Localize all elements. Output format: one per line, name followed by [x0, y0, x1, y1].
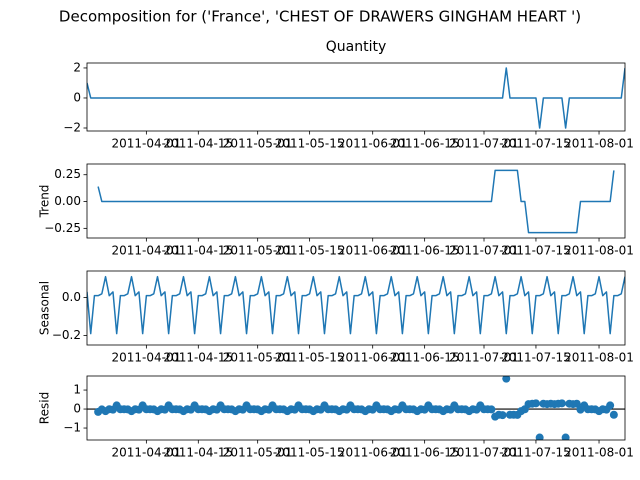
y-tick-label: −0.25 — [44, 221, 81, 235]
x-tick-label: 2011-04-15 — [163, 244, 233, 258]
x-tick-label: 2011-07-15 — [501, 351, 571, 365]
x-tick-label: 2011-07-15 — [501, 446, 571, 460]
x-tick-label: 2011-04-01 — [111, 351, 181, 365]
x-tick-label: 2011-04-01 — [111, 244, 181, 258]
axes-frame — [86, 62, 626, 132]
resid-point — [572, 399, 581, 408]
x-tick-label: 2011-06-01 — [338, 446, 408, 460]
resid-point — [502, 376, 511, 383]
x-tick-label: 2011-08-01 — [564, 446, 634, 460]
x-tick-label: 2011-06-15 — [390, 244, 460, 258]
x-tick-label: 2011-04-15 — [163, 137, 233, 151]
line-series — [87, 275, 625, 335]
x-tick-label: 2011-05-01 — [223, 137, 293, 151]
x-tick-label: 2011-06-01 — [338, 351, 408, 365]
axes-frame — [86, 163, 626, 239]
x-tick-label: 2011-05-15 — [275, 244, 345, 258]
x-tick-label: 2011-07-01 — [449, 244, 519, 258]
y-tick-label: −2 — [63, 120, 81, 134]
x-tick-label: 2011-06-15 — [390, 137, 460, 151]
axes-frame — [86, 270, 626, 346]
x-tick-label: 2011-05-15 — [275, 351, 345, 365]
axes-frame — [86, 375, 626, 441]
x-tick-label: 2011-08-01 — [564, 351, 634, 365]
y-tick-label: 0 — [73, 402, 81, 416]
line-series — [97, 169, 615, 234]
y-tick-label: 0.0 — [62, 290, 81, 304]
x-tick-label: 2011-07-15 — [501, 137, 571, 151]
y-tick-label: 0.25 — [54, 167, 81, 181]
x-tick-label: 2011-07-01 — [449, 137, 519, 151]
resid-point — [531, 399, 540, 408]
resid-point — [557, 399, 566, 408]
x-tick-label: 2011-06-01 — [338, 137, 408, 151]
resid-point — [606, 401, 615, 410]
x-tick-label: 2011-05-15 — [275, 446, 345, 460]
x-tick-label: 2011-06-15 — [390, 351, 460, 365]
x-tick-label: 2011-05-01 — [223, 351, 293, 365]
x-tick-label: 2011-04-15 — [163, 351, 233, 365]
x-tick-label: 2011-05-01 — [223, 244, 293, 258]
x-tick-label: 2011-07-01 — [449, 446, 519, 460]
line-series — [87, 67, 625, 129]
resid-point — [487, 405, 496, 414]
resid-point — [498, 411, 507, 420]
chart-title: Decomposition for ('France', 'CHEST OF D… — [59, 8, 581, 26]
panel-title: Quantity — [326, 39, 387, 55]
x-tick-label: 2011-07-01 — [449, 351, 519, 365]
y-tick-label: 0.00 — [54, 194, 81, 208]
y-tick-label: −0.2 — [52, 328, 81, 342]
y-axis-label: Resid — [38, 392, 52, 424]
x-tick-label: 2011-04-01 — [111, 446, 181, 460]
y-tick-label: −1 — [63, 421, 81, 435]
y-axis-label: Seasonal — [38, 281, 52, 335]
resid-point — [609, 410, 618, 419]
y-tick-label: 2 — [73, 60, 81, 74]
y-tick-label: 0 — [73, 90, 81, 104]
x-tick-label: 2011-06-01 — [338, 244, 408, 258]
x-tick-label: 2011-07-15 — [501, 244, 571, 258]
x-tick-label: 2011-05-01 — [223, 446, 293, 460]
x-tick-label: 2011-04-01 — [111, 137, 181, 151]
resid-point — [535, 433, 544, 440]
x-tick-label: 2011-04-15 — [163, 446, 233, 460]
y-axis-label: Trend — [38, 185, 52, 219]
x-tick-label: 2011-05-15 — [275, 137, 345, 151]
y-tick-label: 1 — [73, 383, 81, 397]
x-tick-label: 2011-08-01 — [564, 244, 634, 258]
x-tick-label: 2011-06-15 — [390, 446, 460, 460]
x-tick-label: 2011-08-01 — [564, 137, 634, 151]
resid-point — [561, 433, 570, 440]
